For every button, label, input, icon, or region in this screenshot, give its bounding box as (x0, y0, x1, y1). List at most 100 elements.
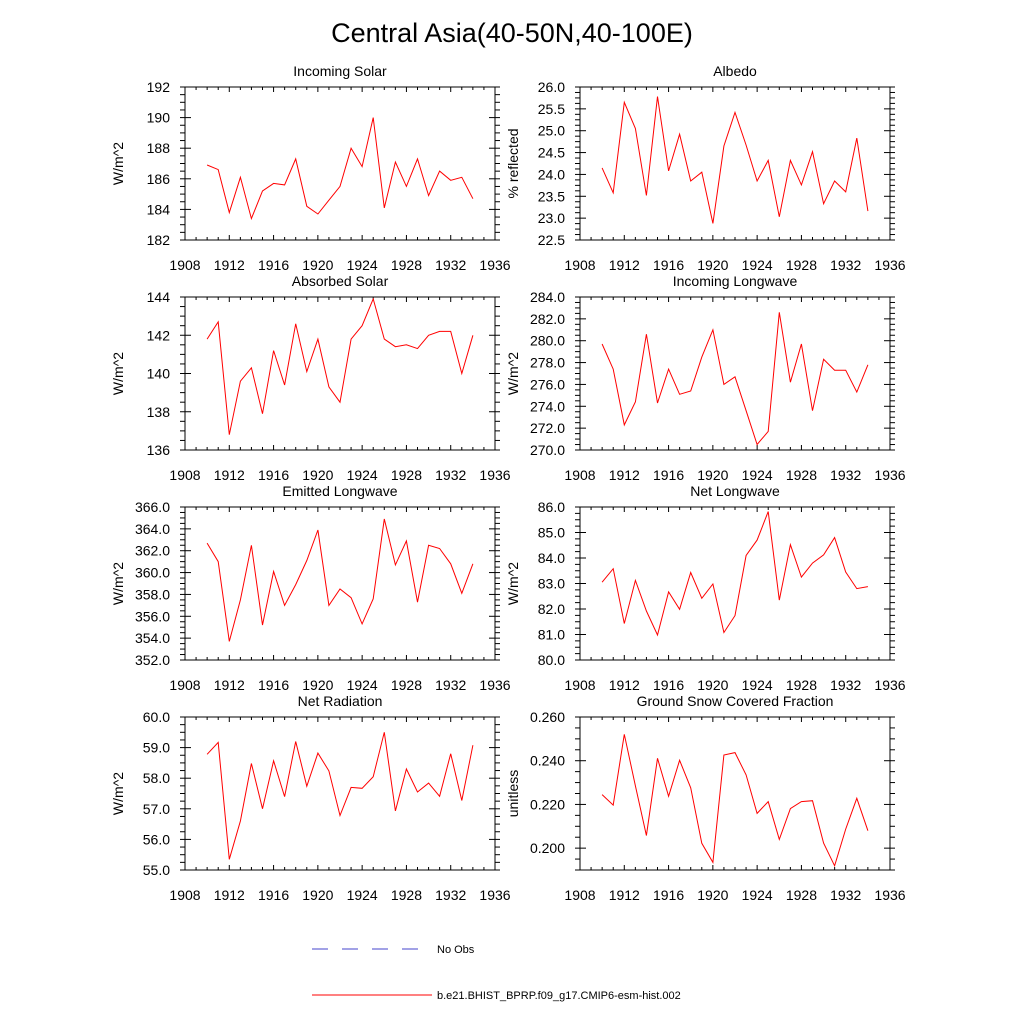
x-tick-label: 1920 (697, 467, 728, 483)
series-line-model (601, 96, 869, 224)
figure-title: Central Asia(40-50N,40-100E) (331, 18, 693, 48)
y-tick-label: 58.0 (143, 770, 170, 786)
series-line-model (206, 297, 474, 435)
x-tick-label: 1932 (830, 257, 861, 273)
x-tick-label: 1912 (214, 257, 245, 273)
x-tick-label: 1912 (214, 677, 245, 693)
series-line-model (206, 117, 474, 221)
chart-panel-1: Albedo 1908 1912 1916 1920 1924 1928 1932 1936 22… (505, 63, 906, 273)
x-tick-label: 1912 (609, 887, 640, 903)
y-tick-label: 354.0 (135, 630, 170, 646)
y-tick-label: 362.0 (135, 543, 170, 559)
chart-panel-3: Incoming Longwave 1908 1912 1916 1920 1924 192… (505, 273, 906, 483)
y-tick-label: 142 (147, 327, 171, 343)
series-line-model (206, 732, 474, 860)
chart-panel-5: Net Longwave 1908 1912 1916 1920 1924 1928 1932… (505, 483, 906, 693)
chart-panel-2: Absorbed Solar 1908 1912 1916 1920 1924 1928 19… (110, 273, 511, 483)
x-tick-label: 1932 (435, 677, 466, 693)
y-axis-label: W/m^2 (505, 352, 521, 395)
y-tick-label: 270.0 (530, 442, 565, 458)
x-tick-label: 1936 (479, 677, 510, 693)
x-tick-label: 1924 (742, 257, 773, 273)
x-tick-label: 1932 (830, 467, 861, 483)
y-tick-label: 56.0 (143, 831, 170, 847)
x-tick-label: 1928 (786, 887, 817, 903)
x-tick-label: 1912 (609, 257, 640, 273)
y-tick-label: 80.0 (538, 652, 565, 668)
y-tick-label: 276.0 (530, 376, 565, 392)
x-tick-label: 1932 (830, 887, 861, 903)
y-axis-label: W/m^2 (505, 562, 521, 605)
x-tick-label: 1908 (564, 257, 595, 273)
y-axis-label: unitless (505, 770, 521, 817)
x-tick-label: 1936 (874, 257, 905, 273)
series-line-model (601, 511, 868, 637)
x-tick-label: 1916 (653, 887, 684, 903)
x-tick-label: 1932 (435, 257, 466, 273)
y-tick-label: 186 (147, 171, 171, 187)
y-tick-label: 356.0 (135, 608, 170, 624)
x-tick-label: 1936 (479, 257, 510, 273)
y-tick-label: 364.0 (135, 521, 170, 537)
y-tick-label: 22.5 (538, 232, 565, 248)
x-tick-label: 1916 (653, 677, 684, 693)
y-tick-label: 0.220 (530, 796, 565, 812)
x-tick-label: 1912 (609, 467, 640, 483)
y-tick-label: 24.0 (538, 166, 565, 182)
y-tick-label: 284.0 (530, 289, 565, 305)
y-tick-label: 60.0 (143, 709, 170, 725)
x-tick-label: 1924 (742, 677, 773, 693)
y-tick-label: 84.0 (538, 550, 565, 566)
y-tick-label: 282.0 (530, 311, 565, 327)
y-tick-label: 352.0 (135, 652, 170, 668)
y-tick-label: 26.0 (538, 79, 565, 95)
x-tick-label: 1908 (169, 467, 200, 483)
chart-title: Albedo (713, 63, 757, 79)
y-tick-label: 24.5 (538, 145, 565, 161)
x-tick-label: 1908 (564, 887, 595, 903)
x-tick-label: 1924 (742, 887, 773, 903)
y-tick-label: 190 (147, 110, 171, 126)
x-tick-label: 1928 (786, 467, 817, 483)
y-tick-label: 55.0 (143, 862, 170, 878)
y-tick-label: 81.0 (538, 627, 565, 643)
y-tick-label: 136 (147, 442, 171, 458)
x-tick-label: 1924 (347, 257, 378, 273)
x-tick-label: 1932 (830, 677, 861, 693)
series-line-model (601, 734, 869, 868)
y-tick-label: 86.0 (538, 499, 565, 515)
x-tick-label: 1916 (258, 887, 289, 903)
y-tick-label: 0.240 (530, 753, 565, 769)
x-tick-label: 1932 (435, 887, 466, 903)
chart-title: Net Longwave (690, 483, 780, 499)
x-tick-label: 1916 (258, 257, 289, 273)
x-tick-label: 1928 (391, 467, 422, 483)
y-tick-label: 272.0 (530, 420, 565, 436)
x-tick-label: 1908 (169, 887, 200, 903)
chart-title: Ground Snow Covered Fraction (637, 693, 834, 709)
panels: Incoming Solar 1908 1912 1916 1920 1924 1928 19… (110, 63, 906, 903)
y-tick-label: 23.5 (538, 188, 565, 204)
y-tick-label: 23.0 (538, 210, 565, 226)
y-axis-label: W/m^2 (110, 562, 126, 605)
x-tick-label: 1916 (653, 467, 684, 483)
y-tick-label: 59.0 (143, 740, 170, 756)
y-tick-label: 278.0 (530, 355, 565, 371)
chart-title: Incoming Solar (293, 63, 387, 79)
y-tick-label: 82.0 (538, 601, 565, 617)
series-line-model (206, 518, 474, 642)
x-tick-label: 1912 (609, 677, 640, 693)
y-tick-label: 360.0 (135, 565, 170, 581)
y-tick-label: 280.0 (530, 333, 565, 349)
y-tick-label: 0.260 (530, 709, 565, 725)
x-tick-label: 1936 (874, 467, 905, 483)
y-axis-label: W/m^2 (110, 772, 126, 815)
y-axis-label: % reflected (505, 128, 521, 198)
x-tick-label: 1924 (347, 467, 378, 483)
x-tick-label: 1912 (214, 467, 245, 483)
x-tick-label: 1928 (391, 887, 422, 903)
x-tick-label: 1920 (697, 677, 728, 693)
y-tick-label: 25.0 (538, 123, 565, 139)
x-tick-label: 1920 (697, 887, 728, 903)
